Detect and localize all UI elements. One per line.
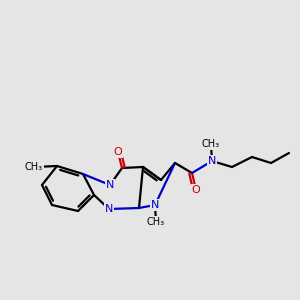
- Text: N: N: [106, 180, 114, 190]
- Text: N: N: [105, 204, 113, 214]
- Text: O: O: [114, 147, 122, 157]
- Text: CH₃: CH₃: [25, 162, 43, 172]
- Text: CH₃: CH₃: [202, 139, 220, 149]
- Text: CH₃: CH₃: [147, 217, 165, 227]
- Text: N: N: [151, 200, 159, 210]
- Text: O: O: [192, 185, 200, 195]
- Text: N: N: [208, 156, 216, 166]
